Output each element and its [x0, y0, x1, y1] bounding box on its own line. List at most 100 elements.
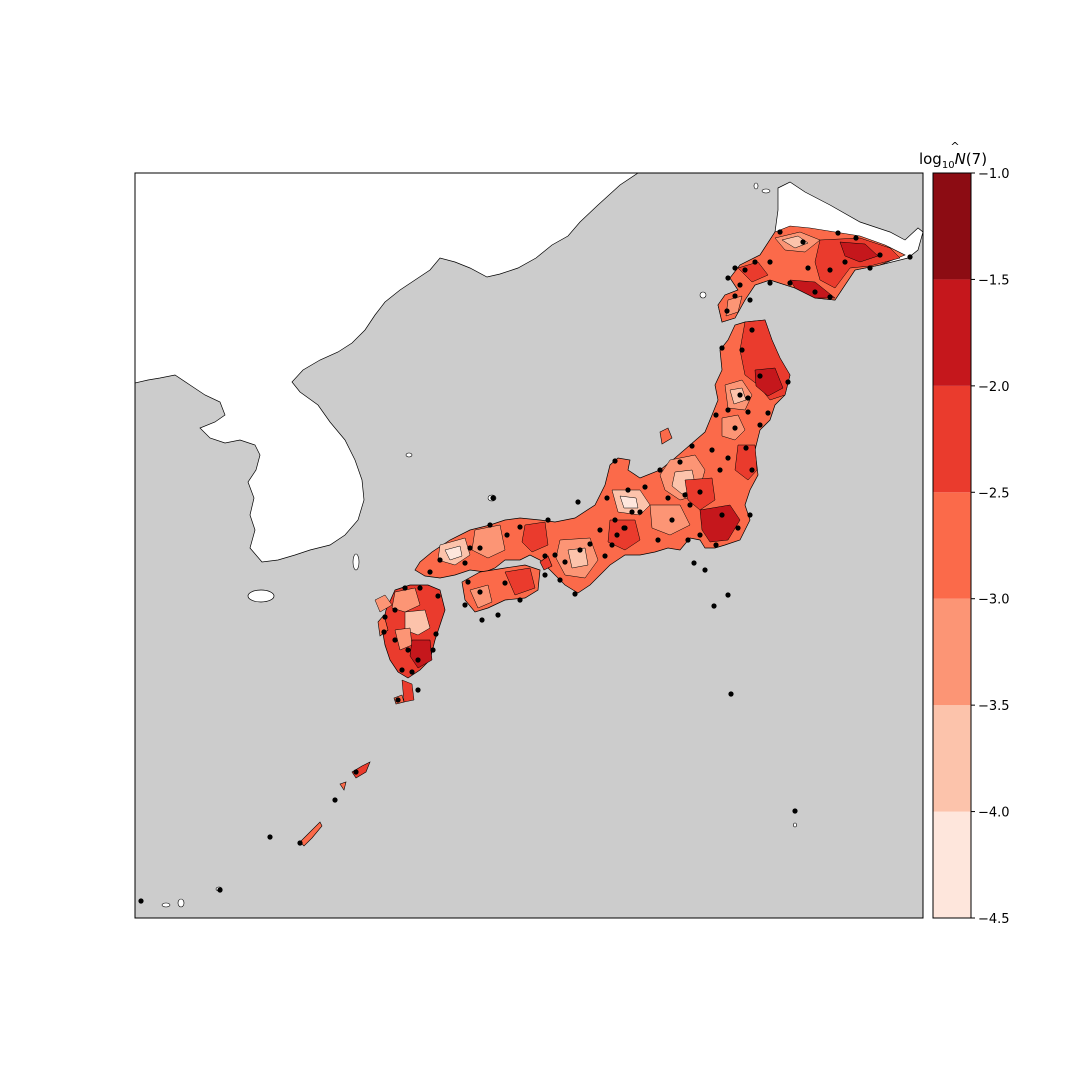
station-marker — [709, 447, 715, 453]
sado-island — [659, 427, 673, 445]
colorbar-band — [933, 492, 971, 599]
station-marker — [604, 495, 610, 501]
station-marker — [612, 458, 618, 464]
colorbar-title: log10N(7) — [919, 150, 987, 171]
station-marker — [687, 502, 693, 508]
jeju-island — [247, 589, 275, 603]
colorbar-title-hat: ^ — [950, 140, 959, 153]
station-marker — [609, 542, 615, 548]
colorbar-tick-label: −1.0 — [978, 167, 1010, 182]
colorbar-band — [933, 811, 971, 918]
station-marker — [677, 459, 683, 465]
station-marker — [737, 282, 743, 288]
colorbar-band — [933, 598, 971, 706]
shikoku — [461, 564, 541, 613]
station-marker — [785, 379, 791, 385]
station-marker — [382, 614, 388, 620]
colorbar-tick-label: −3.0 — [978, 593, 1010, 608]
station-marker — [835, 230, 841, 236]
station-marker — [711, 603, 717, 609]
station-marker — [728, 691, 734, 697]
station-marker — [479, 617, 485, 623]
station-marker — [353, 769, 359, 775]
station-marker — [737, 392, 743, 398]
station-marker — [732, 293, 738, 299]
station-marker — [691, 560, 697, 566]
station-marker — [702, 567, 708, 573]
colorbar-tick-label: −2.0 — [978, 380, 1010, 395]
station-marker — [625, 487, 631, 493]
station-marker — [462, 602, 468, 608]
station-marker — [685, 537, 691, 543]
station-marker — [552, 552, 558, 558]
station-marker — [392, 637, 398, 643]
station-marker — [612, 517, 618, 523]
colorbar-band — [933, 705, 971, 812]
station-marker — [138, 898, 144, 904]
station-marker — [800, 239, 806, 245]
station-marker — [842, 259, 848, 265]
station-marker — [495, 612, 501, 618]
station-marker — [427, 569, 433, 575]
station-marker — [467, 545, 473, 551]
station-marker — [415, 687, 421, 693]
mainland-asia — [135, 173, 639, 563]
colorbar-bands — [933, 173, 971, 918]
station-marker — [697, 489, 703, 495]
station-marker — [477, 589, 483, 595]
station-marker — [502, 580, 508, 586]
station-marker — [657, 467, 663, 473]
station-marker — [402, 585, 408, 591]
station-marker — [297, 840, 303, 846]
station-marker — [542, 572, 548, 578]
station-marker — [689, 443, 695, 449]
station-marker — [747, 297, 753, 303]
station-marker — [745, 395, 751, 401]
small-island — [177, 898, 185, 908]
colorbar-band — [933, 385, 971, 493]
station-marker — [853, 235, 859, 241]
station-marker — [392, 607, 398, 613]
station-marker — [735, 525, 741, 531]
colorbar-tick-label: −4.0 — [978, 806, 1010, 821]
colorbar-frame — [932, 172, 972, 919]
station-marker — [669, 517, 675, 523]
station-marker — [217, 887, 223, 893]
station-marker — [725, 455, 731, 461]
station-marker — [572, 591, 578, 597]
station-marker — [877, 252, 883, 258]
station-marker — [477, 545, 483, 551]
station-marker — [732, 425, 738, 431]
colorbar-band — [933, 279, 971, 386]
small-island — [793, 822, 797, 828]
station-marker — [742, 267, 748, 273]
map-frame — [134, 172, 924, 919]
station-marker — [417, 585, 423, 591]
station-marker — [697, 532, 703, 538]
small-island — [339, 781, 347, 791]
station-marker — [405, 647, 411, 653]
small-island — [699, 291, 707, 299]
station-marker — [749, 467, 755, 473]
colorbar-tick-label: −3.5 — [978, 699, 1010, 714]
station-marker — [777, 229, 783, 235]
station-marker — [577, 547, 583, 553]
hokkaido — [717, 181, 923, 323]
station-marker — [757, 422, 763, 428]
station-marker — [743, 445, 749, 451]
map-panel — [134, 172, 924, 919]
small-island — [352, 553, 360, 571]
station-marker — [787, 280, 793, 286]
station-marker — [767, 259, 773, 265]
station-marker — [409, 669, 415, 675]
station-marker — [621, 525, 627, 531]
station-marker — [490, 495, 496, 501]
station-marker — [602, 553, 608, 559]
station-marker — [747, 512, 753, 518]
station-marker — [433, 631, 439, 637]
small-island — [753, 182, 759, 190]
station-marker — [517, 524, 523, 530]
station-marker — [745, 409, 751, 415]
station-marker — [725, 592, 731, 598]
